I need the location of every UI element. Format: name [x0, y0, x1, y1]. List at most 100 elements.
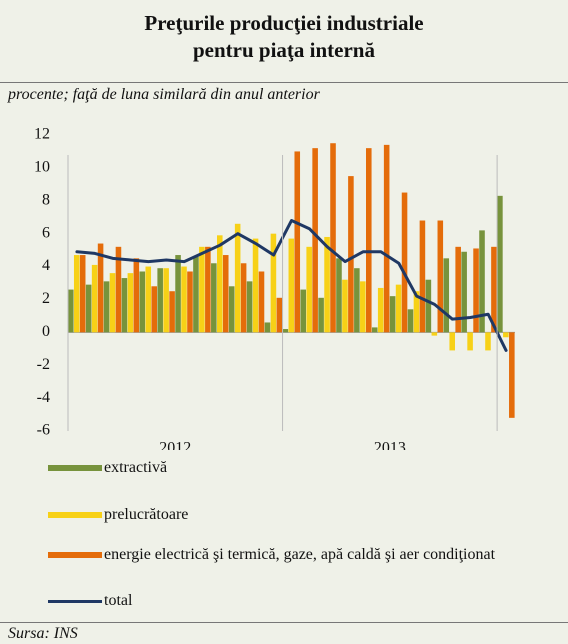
bar [449, 332, 455, 351]
bar [234, 223, 241, 333]
legend-item: total [48, 592, 508, 609]
bar [330, 143, 336, 333]
legend-swatch [48, 552, 102, 559]
bar [115, 246, 122, 333]
bar [246, 281, 253, 333]
legend-swatch [48, 465, 102, 472]
bar [252, 238, 259, 333]
bar [383, 144, 390, 333]
bar [258, 271, 265, 333]
bar [324, 236, 330, 333]
bar [68, 289, 74, 333]
bar [97, 243, 104, 333]
bar [193, 256, 199, 333]
bar [366, 148, 372, 333]
bar [270, 233, 277, 333]
y-tick-label: 12 [34, 126, 50, 143]
title-line: pentru piaţa internă [192, 38, 375, 62]
legend-item: energie electrică şi termică, gaze, apă … [48, 546, 508, 563]
bar [240, 263, 247, 333]
y-tick-label: 8 [42, 191, 50, 208]
bar [199, 246, 205, 333]
divider [0, 82, 568, 83]
bar [348, 176, 354, 333]
y-tick-label: 4 [42, 257, 50, 274]
y-tick-label: 10 [34, 159, 50, 176]
legend-swatch [48, 599, 102, 603]
bar [419, 220, 426, 333]
y-tick-label: -4 [37, 389, 50, 406]
bar [109, 273, 116, 333]
bar [467, 332, 473, 351]
legend-item: extractivă [48, 459, 508, 476]
legend-label: prelucrătoare [104, 506, 189, 523]
bar [91, 264, 98, 333]
bar [85, 284, 92, 333]
bar [217, 235, 223, 333]
bar [437, 220, 444, 333]
bar [491, 246, 497, 333]
legend-label: extractivă [104, 459, 168, 476]
bar [354, 268, 360, 333]
bar [228, 286, 235, 333]
bar [377, 287, 384, 333]
chart-title: Preţurile producţiei industriale pentru … [0, 10, 568, 64]
y-tick-label: 0 [42, 323, 50, 340]
x-group-label: 2013 [374, 440, 406, 450]
title-line: Preţurile producţiei industriale [144, 11, 424, 35]
line [75, 219, 508, 352]
bar [300, 289, 306, 333]
x-group-label: 2012 [159, 440, 191, 450]
bar [79, 255, 86, 333]
bar [503, 332, 509, 338]
chart: -6 -4 -2 0 2 4 6 8 10 12 2012 2013 [34, 126, 515, 450]
bar [175, 255, 181, 333]
source: Sursa: INS [8, 625, 78, 642]
bar [139, 271, 146, 333]
legend-item: prelucrătoare [48, 506, 508, 523]
bar [455, 246, 461, 333]
bar [497, 195, 503, 333]
bar [294, 151, 301, 333]
bar [73, 255, 80, 333]
bar [413, 291, 420, 333]
bar [312, 148, 318, 333]
bar [276, 297, 283, 333]
y-tick-label: 2 [42, 290, 50, 307]
bar [145, 266, 152, 333]
bar [342, 279, 348, 333]
bar [306, 246, 312, 333]
subtitle: procente; faţă de luna similară din anul… [8, 86, 320, 103]
bar [443, 258, 450, 333]
bar [157, 268, 163, 333]
bar [211, 263, 217, 333]
divider [0, 622, 568, 623]
bar [395, 284, 402, 333]
bar [151, 286, 157, 333]
bar [127, 273, 134, 333]
bar [371, 327, 378, 333]
bar [103, 281, 110, 333]
bar [485, 332, 491, 351]
bar [407, 309, 414, 333]
bar [205, 246, 211, 333]
bar [121, 278, 128, 333]
y-tick-label: -6 [37, 422, 50, 439]
bar [163, 268, 169, 333]
bar [509, 332, 515, 418]
bar [336, 258, 342, 333]
legend-label: total [104, 592, 133, 609]
bar [431, 332, 438, 336]
legend-swatch [48, 512, 102, 519]
bar [288, 238, 295, 333]
bar [169, 291, 175, 333]
bar [187, 271, 193, 333]
bar [473, 248, 479, 333]
bar [282, 329, 289, 333]
legend-label: energie electrică şi termică, gaze, apă … [104, 546, 496, 563]
bar [389, 296, 396, 333]
bar [479, 230, 485, 333]
bar [222, 255, 229, 333]
bar [181, 266, 187, 333]
